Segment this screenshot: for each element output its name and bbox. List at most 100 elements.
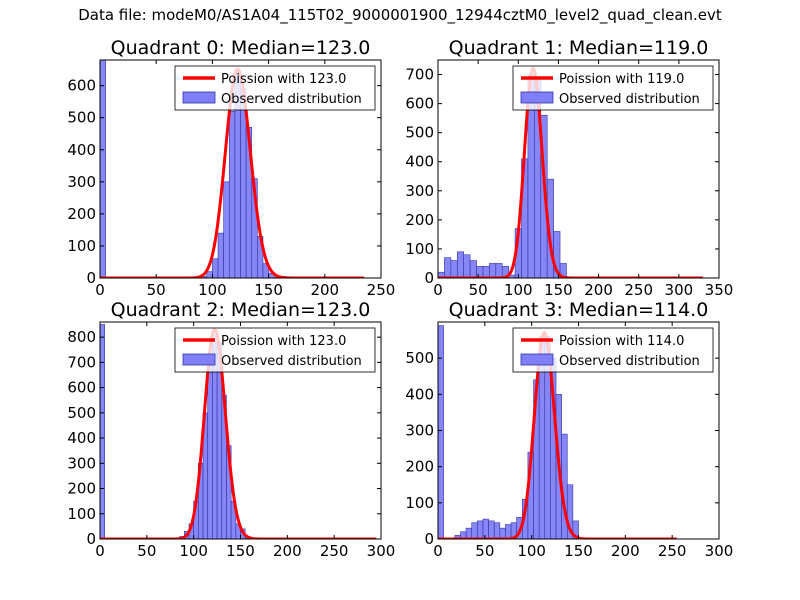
histogram-bar xyxy=(505,524,512,539)
legend-hist-swatch xyxy=(182,353,216,366)
x-tick-label: 250 xyxy=(624,281,653,299)
x-tick-label: 150 xyxy=(544,281,573,299)
legend-hist-swatch xyxy=(182,91,216,104)
x-tick-label: 50 xyxy=(475,542,494,560)
x-tick-label: 100 xyxy=(517,542,546,560)
y-tick-label: 600 xyxy=(405,95,434,113)
y-tick-label: 600 xyxy=(67,379,96,397)
legend-hist-swatch xyxy=(520,353,554,366)
legend: Poission with 123.0 Observed distribution xyxy=(174,327,376,373)
x-tick-label: 100 xyxy=(198,281,227,299)
y-tick-label: 200 xyxy=(405,211,434,229)
histogram-bar xyxy=(482,518,489,539)
legend: Poission with 123.0 Observed distribution xyxy=(174,65,376,111)
y-tick-label: 0 xyxy=(424,269,434,287)
x-tick-label: 250 xyxy=(320,542,349,560)
x-tick-label: 250 xyxy=(367,281,396,299)
panel-title: Quadrant 0: Median=123.0 xyxy=(111,37,371,59)
histogram-bar xyxy=(465,527,473,539)
histogram-bar xyxy=(493,522,501,539)
axes-frame xyxy=(99,59,382,279)
y-tick-label: 0 xyxy=(86,530,96,548)
quadrant-3-plot: 0 50 100 150 200 250 300 0 100 200 300 400 500 Quadra… xyxy=(405,299,733,560)
y-tick-label: 500 xyxy=(67,404,96,422)
x-tick-label: 0 xyxy=(433,542,443,560)
y-tick-label: 500 xyxy=(405,349,434,367)
y-tick-label: 200 xyxy=(405,458,434,476)
y-tick-label: 300 xyxy=(67,173,96,191)
histogram-bar xyxy=(488,520,495,539)
quadrant-1-plot: 0 50 100 150 200 250 300 350 0 100 200 300 400 500 600… xyxy=(405,37,733,299)
x-tick-label: 0 xyxy=(433,281,443,299)
histogram-bar xyxy=(477,520,484,539)
plot-area xyxy=(438,325,677,539)
axes-frame xyxy=(437,59,720,279)
x-tick-label: 300 xyxy=(705,542,734,560)
y-tick-label: 500 xyxy=(405,124,434,142)
y-tick-label: 400 xyxy=(405,385,434,403)
histogram-bar xyxy=(206,271,213,278)
x-tick-label: 50 xyxy=(137,542,156,560)
legend: Poission with 119.0 Observed distribution xyxy=(512,65,714,111)
y-tick-label: 0 xyxy=(86,269,96,287)
legend-hist-label: Observed distribution xyxy=(559,354,700,369)
x-tick-label: 150 xyxy=(254,281,283,299)
legend-hist-label: Observed distribution xyxy=(221,354,362,369)
histogram-bar xyxy=(207,354,213,539)
legend-curve-label: Poission with 123.0 xyxy=(221,72,346,87)
x-tick-label: 350 xyxy=(705,281,734,299)
histogram-bar xyxy=(444,257,452,278)
histogram-bar xyxy=(471,522,478,539)
x-tick-label: 200 xyxy=(611,542,640,560)
histogram-bar xyxy=(495,263,503,278)
x-tick-label: 200 xyxy=(310,281,339,299)
x-tick-label: 100 xyxy=(179,542,208,560)
y-tick-label: 500 xyxy=(67,109,96,127)
panel-title: Quadrant 2: Median=123.0 xyxy=(111,299,371,321)
plot-area xyxy=(100,60,365,278)
histogram-bar xyxy=(476,266,484,278)
y-tick-label: 200 xyxy=(67,480,96,498)
y-tick-label: 0 xyxy=(424,530,434,548)
y-tick-label: 300 xyxy=(405,422,434,440)
histogram-bar xyxy=(438,325,444,539)
quadrant-2-plot: 0 50 100 150 200 250 300 0 100 200 300 400 500 600 700… xyxy=(67,299,395,560)
histogram-bar xyxy=(100,60,106,278)
x-tick-label: 250 xyxy=(658,542,687,560)
y-tick-label: 100 xyxy=(405,494,434,512)
histogram-bar xyxy=(469,260,477,278)
histogram-bar xyxy=(499,527,506,539)
y-tick-label: 600 xyxy=(67,77,96,95)
y-tick-label: 300 xyxy=(405,182,434,200)
poisson-curve xyxy=(438,330,677,539)
histogram-bar xyxy=(228,110,236,278)
legend-curve-label: Poission with 119.0 xyxy=(559,72,684,87)
quadrant-0-plot: 0 50 100 150 200 250 0 100 200 300 400 500 600 Quadra… xyxy=(67,37,395,299)
legend-curve-label: Poission with 123.0 xyxy=(221,334,346,349)
histogram-bar xyxy=(217,232,224,278)
histogram-bar xyxy=(572,520,579,539)
y-tick-label: 400 xyxy=(405,153,434,171)
y-tick-label: 400 xyxy=(67,429,96,447)
legend-hist-label: Observed distribution xyxy=(559,92,700,107)
histogram-bar xyxy=(463,254,471,278)
legend-curve-label: Poission with 114.0 xyxy=(559,334,684,349)
x-tick-label: 200 xyxy=(273,542,302,560)
y-tick-label: 700 xyxy=(67,353,96,371)
x-tick-label: 300 xyxy=(367,542,396,560)
y-tick-label: 200 xyxy=(67,205,96,223)
legend-hist-swatch xyxy=(520,91,554,104)
x-tick-label: 50 xyxy=(469,281,488,299)
y-tick-label: 800 xyxy=(67,328,96,346)
x-tick-label: 100 xyxy=(504,281,533,299)
y-tick-label: 100 xyxy=(67,237,96,255)
legend: Poission with 114.0 Observed distribution xyxy=(512,327,714,373)
y-tick-label: 700 xyxy=(405,66,434,84)
x-tick-label: 0 xyxy=(95,542,105,560)
histogram-bar xyxy=(489,263,497,278)
y-tick-label: 400 xyxy=(67,141,96,159)
x-tick-label: 50 xyxy=(147,281,166,299)
panel-title: Quadrant 1: Median=119.0 xyxy=(449,37,709,59)
x-tick-label: 200 xyxy=(584,281,613,299)
y-tick-label: 100 xyxy=(405,240,434,258)
